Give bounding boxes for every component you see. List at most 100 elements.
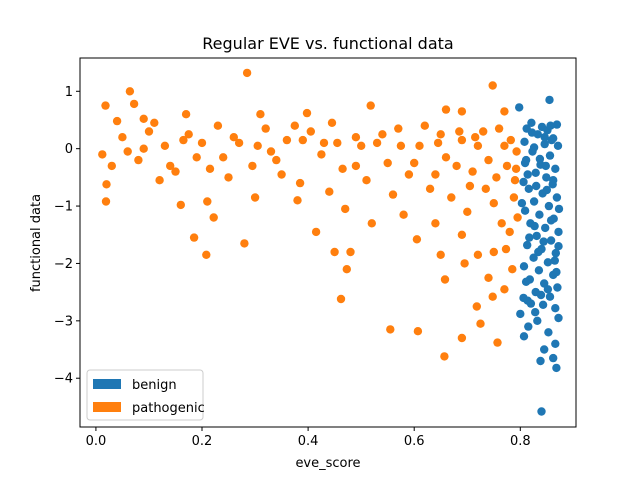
- series-pathogenic: [98, 68, 522, 361]
- data-point-pathogenic: [277, 170, 286, 179]
- data-point-pathogenic: [460, 259, 469, 268]
- data-point-pathogenic: [481, 184, 490, 193]
- data-point-pathogenic: [500, 107, 509, 116]
- data-point-benign: [551, 164, 560, 173]
- data-point-pathogenic: [184, 130, 193, 139]
- data-point-pathogenic: [338, 164, 347, 173]
- data-point-benign: [523, 240, 532, 250]
- data-point-pathogenic: [266, 147, 276, 156]
- data-point-pathogenic: [248, 161, 257, 171]
- data-point-pathogenic: [205, 164, 215, 173]
- data-point-benign: [545, 95, 554, 105]
- data-point-pathogenic: [388, 190, 398, 199]
- data-point-pathogenic: [415, 141, 424, 150]
- data-point-pathogenic: [383, 158, 392, 168]
- data-point-benign: [541, 161, 550, 171]
- x-tick-label: 0.2: [192, 434, 213, 449]
- data-point-pathogenic: [125, 87, 135, 96]
- data-point-pathogenic: [399, 210, 408, 219]
- data-point-pathogenic: [455, 127, 464, 136]
- data-point-pathogenic: [179, 135, 188, 145]
- data-point-pathogenic: [412, 235, 422, 244]
- data-point-pathogenic: [224, 173, 233, 182]
- x-tick-label: 0.0: [86, 434, 107, 449]
- data-point-benign: [540, 139, 549, 149]
- series-benign: [515, 95, 564, 416]
- data-point-pathogenic: [203, 197, 212, 206]
- data-point-benign: [524, 184, 533, 193]
- data-point-benign: [552, 120, 562, 129]
- data-point-benign: [524, 322, 533, 331]
- data-point-benign: [543, 285, 553, 294]
- y-tick-label: −4: [54, 372, 73, 387]
- data-point-benign: [552, 193, 562, 202]
- axes-background: [80, 58, 576, 427]
- data-point-pathogenic: [476, 319, 485, 328]
- data-point-pathogenic: [484, 273, 493, 282]
- data-point-pathogenic: [471, 133, 480, 142]
- x-tick-label: 0.6: [404, 434, 425, 449]
- data-point-pathogenic: [479, 127, 488, 136]
- data-point-pathogenic: [98, 150, 107, 159]
- data-point-benign: [523, 170, 532, 179]
- data-point-benign: [516, 309, 525, 319]
- data-point-pathogenic: [431, 219, 440, 228]
- data-point-pathogenic: [209, 213, 218, 222]
- data-point-pathogenic: [319, 138, 329, 148]
- data-point-pathogenic: [213, 121, 223, 130]
- data-point-benign: [525, 233, 534, 242]
- data-point-pathogenic: [272, 155, 281, 165]
- data-point-pathogenic: [171, 167, 180, 176]
- data-point-benign: [542, 185, 551, 195]
- y-tick-label: 0: [65, 142, 73, 157]
- data-point-pathogenic: [468, 167, 477, 176]
- data-point-pathogenic: [250, 193, 260, 202]
- y-tick-label: 1: [65, 85, 73, 100]
- data-point-benign: [532, 231, 541, 241]
- data-point-benign: [551, 304, 560, 313]
- data-point-pathogenic: [420, 121, 429, 130]
- data-point-pathogenic: [150, 118, 159, 128]
- data-point-pathogenic: [139, 114, 148, 124]
- data-point-pathogenic: [367, 219, 376, 228]
- legend: benign pathogenic: [86, 369, 205, 421]
- data-point-benign: [554, 204, 564, 214]
- data-point-pathogenic: [508, 265, 517, 274]
- data-point-benign: [529, 253, 538, 262]
- y-tick-label: −3: [54, 314, 73, 329]
- data-point-pathogenic: [431, 170, 440, 179]
- data-point-pathogenic: [497, 219, 506, 228]
- data-point-benign: [534, 266, 544, 275]
- data-point-pathogenic: [510, 176, 520, 185]
- data-point-benign: [543, 258, 553, 267]
- data-point-pathogenic: [261, 124, 270, 133]
- data-point-benign: [554, 313, 563, 323]
- data-point-pathogenic: [311, 227, 321, 237]
- data-point-benign: [520, 206, 530, 215]
- data-point-benign: [546, 236, 556, 245]
- chart-title: Regular EVE vs. functional data: [202, 34, 453, 53]
- y-tick-label: −1: [54, 200, 73, 215]
- data-point-benign: [520, 158, 530, 168]
- data-point-pathogenic: [452, 161, 461, 171]
- data-point-pathogenic: [457, 230, 467, 239]
- y-axis-label: functional data: [29, 194, 44, 292]
- data-point-pathogenic: [436, 130, 445, 139]
- data-point-pathogenic: [489, 247, 498, 257]
- data-point-benign: [519, 332, 529, 341]
- data-point-pathogenic: [441, 153, 451, 162]
- data-point-pathogenic: [425, 184, 435, 193]
- data-point-benign: [517, 199, 527, 208]
- data-point-pathogenic: [413, 327, 423, 336]
- data-point-pathogenic: [493, 338, 502, 347]
- data-point-pathogenic: [441, 105, 451, 114]
- data-point-benign: [515, 103, 524, 112]
- data-point-benign: [545, 151, 555, 160]
- data-point-benign: [535, 154, 545, 164]
- data-point-pathogenic: [378, 130, 387, 139]
- data-point-pathogenic: [306, 127, 315, 136]
- data-point-pathogenic: [129, 99, 139, 109]
- data-point-pathogenic: [372, 138, 382, 148]
- data-point-pathogenic: [330, 247, 339, 257]
- data-point-pathogenic: [457, 135, 467, 145]
